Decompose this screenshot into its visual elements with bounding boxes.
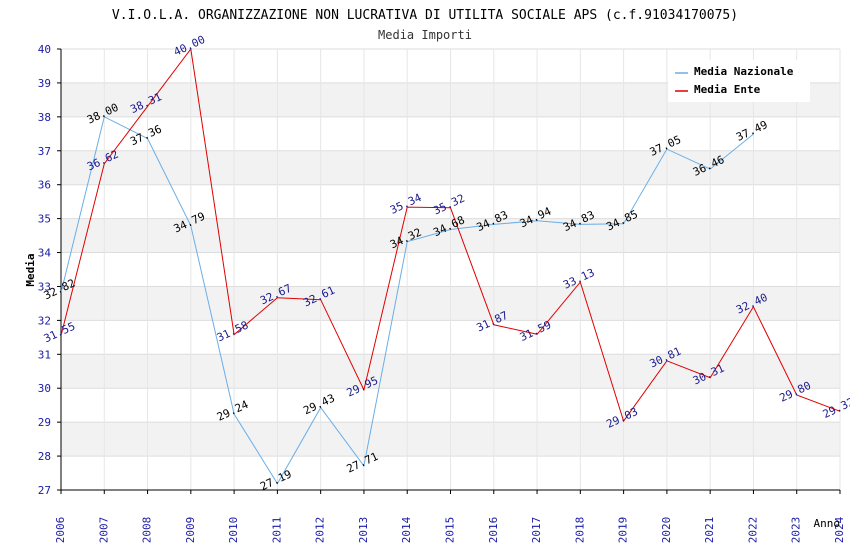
y-tick-label: 40 bbox=[38, 43, 51, 56]
y-axis-label: Media bbox=[24, 253, 37, 286]
legend-box bbox=[668, 60, 810, 102]
series-line-media-nazionale bbox=[60, 116, 754, 485]
chart-title: V.I.O.L.A. ORGANIZZAZIONE NON LUCRATIVA … bbox=[112, 8, 738, 23]
x-tick-label: 2015 bbox=[444, 517, 457, 544]
y-tick-label: 27 bbox=[38, 484, 51, 497]
x-axis-label: Anno bbox=[814, 517, 841, 530]
y-tick-label: 34 bbox=[38, 247, 52, 260]
y-tick-label: 37 bbox=[38, 145, 51, 158]
x-tick-label: 2006 bbox=[54, 517, 67, 544]
y-tick-label: 28 bbox=[38, 450, 51, 463]
legend-label-media-ente: Media Ente bbox=[694, 83, 761, 96]
y-tick-label: 38 bbox=[38, 111, 51, 124]
y-tick-label: 39 bbox=[38, 77, 51, 90]
y-tick-label: 33 bbox=[38, 280, 51, 293]
x-tick-label: 2016 bbox=[487, 517, 500, 544]
y-tick-label: 30 bbox=[38, 382, 51, 395]
y-tick-label: 36 bbox=[38, 179, 51, 192]
x-tick-label: 2014 bbox=[400, 516, 413, 543]
gridlines bbox=[60, 48, 841, 491]
series-line-media-ente bbox=[60, 47, 841, 423]
x-tick-label: 2012 bbox=[314, 517, 327, 544]
y-tick-label: 29 bbox=[38, 416, 51, 429]
x-tick-labels: 2006 2007 2008 2009 2010 2011 2012 2013 2014 2015… bbox=[54, 490, 846, 543]
x-tick-label: 2020 bbox=[660, 517, 673, 544]
x-tick-label: 2007 bbox=[97, 517, 110, 544]
y-tick-labels: 27 28 29 30 31 32 33 34 35 36 37 38 39 40 bbox=[38, 43, 61, 497]
x-tick-label: 2008 bbox=[141, 517, 154, 544]
legend: Media Nazionale Media Ente bbox=[668, 60, 810, 102]
x-tick-label: 2009 bbox=[184, 517, 197, 544]
x-tick-label: 2024 bbox=[833, 516, 846, 543]
chart-subtitle: Media Importi bbox=[378, 28, 472, 42]
legend-label-media-nazionale: Media Nazionale bbox=[694, 65, 794, 78]
series-lines bbox=[60, 47, 841, 485]
x-tick-label: 2018 bbox=[573, 517, 586, 544]
x-tick-label: 2021 bbox=[703, 517, 716, 544]
x-tick-label: 2011 bbox=[270, 517, 283, 544]
x-tick-label: 2019 bbox=[617, 517, 630, 544]
y-tick-label: 35 bbox=[38, 213, 51, 226]
x-tick-label: 2010 bbox=[227, 517, 240, 544]
y-tick-label: 32 bbox=[38, 314, 51, 327]
x-tick-label: 2013 bbox=[357, 517, 370, 544]
y-tick-label: 31 bbox=[38, 348, 51, 361]
x-tick-label: 2022 bbox=[746, 517, 759, 544]
x-tick-label: 2023 bbox=[790, 517, 803, 544]
x-tick-label: 2017 bbox=[530, 517, 543, 544]
